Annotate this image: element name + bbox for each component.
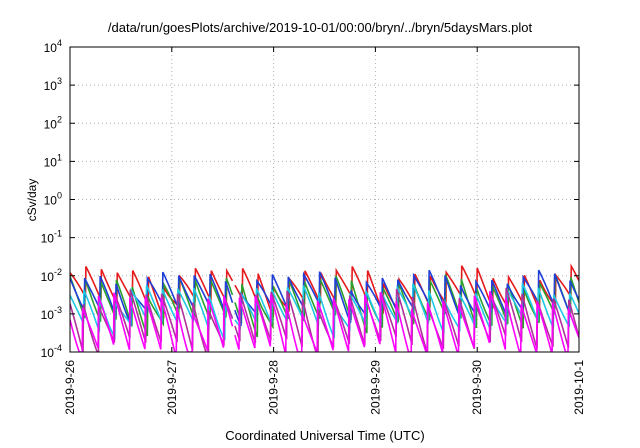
x-tick-label: 2019-9-28: [267, 360, 281, 415]
x-axis-label: Coordinated Universal Time (UTC): [225, 428, 425, 443]
y-tick-label: 100: [44, 191, 62, 208]
y-axis-label: cSv/day: [25, 179, 39, 222]
y-tick-label: 10-2: [41, 267, 62, 284]
axis-ticks: 10-4 10-3 10-2 10-1 100 101 102 103 104 2019-9-26…: [41, 38, 586, 415]
y-tick-label: 102: [44, 114, 62, 131]
series-group: [70, 263, 579, 352]
y-tick-label: 101: [44, 152, 62, 169]
y-tick-label: 104: [44, 38, 62, 55]
x-tick-label: 2019-9-29: [368, 360, 382, 415]
x-tick-label: 2019-9-30: [470, 360, 484, 415]
y-tick-label: 10-1: [41, 229, 62, 246]
y-tick-label: 10-4: [41, 343, 62, 360]
grid: [70, 47, 579, 352]
chart-title: /data/run/goesPlots/archive/2019-10-01/0…: [107, 20, 533, 35]
x-tick-label: 2019-9-27: [165, 360, 179, 415]
y-tick-label: 10-3: [41, 305, 62, 322]
series-line: [70, 290, 579, 352]
x-tick-label: 2019-9-26: [63, 360, 77, 415]
x-tick-label: 2019-10-1: [572, 360, 586, 415]
y-tick-label: 103: [44, 76, 62, 93]
